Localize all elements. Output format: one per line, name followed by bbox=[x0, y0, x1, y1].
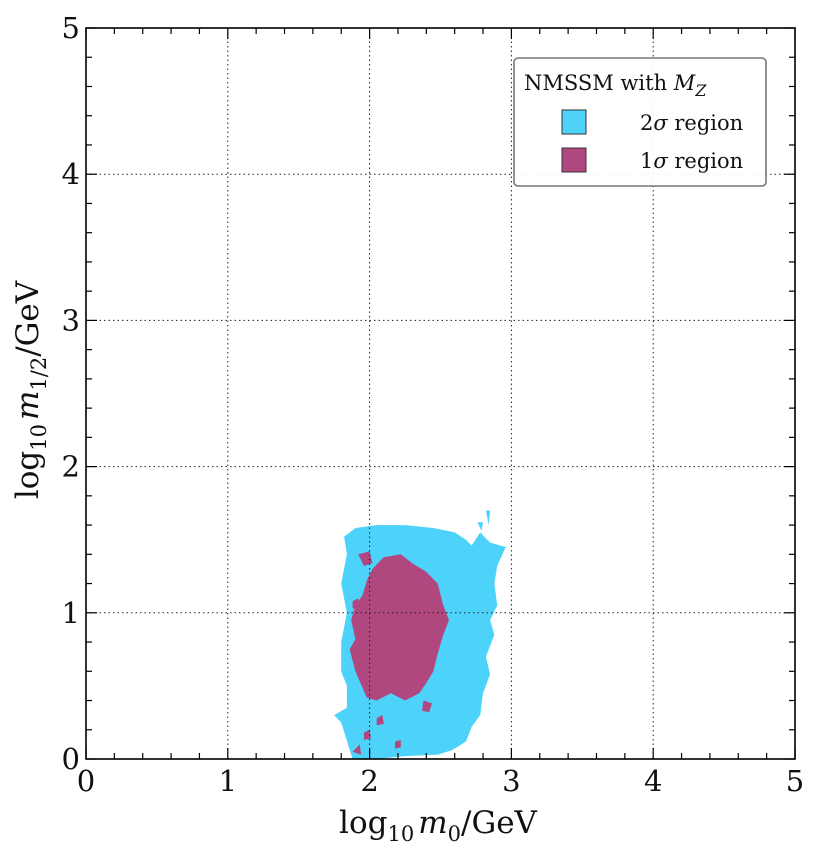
region-2sigma-island-0 bbox=[485, 510, 491, 526]
y-tick-label: 3 bbox=[62, 303, 80, 337]
y-tick-label: 1 bbox=[62, 596, 80, 630]
x-tick-label: 3 bbox=[502, 764, 520, 798]
x-tick-label: 0 bbox=[77, 764, 95, 798]
region-1sigma-island-4 bbox=[352, 744, 362, 755]
region-1sigma-island-5 bbox=[363, 729, 371, 740]
y-axis-label: log10m1/2/GeV bbox=[10, 280, 51, 499]
x-tick-label: 5 bbox=[786, 764, 804, 798]
region-1sigma-island-3 bbox=[376, 715, 384, 726]
axis-ticks bbox=[85, 27, 796, 760]
region-1sigma-island-6 bbox=[395, 740, 401, 749]
legend-swatch-1sigma bbox=[561, 147, 587, 173]
x-tick-label: 4 bbox=[644, 764, 662, 798]
y-tick-label: 4 bbox=[62, 157, 80, 191]
legend-label-1sigma: 1σ region bbox=[640, 149, 743, 173]
region-1sigma bbox=[349, 554, 449, 701]
y-tick-labels: 0 1 2 3 4 5 bbox=[62, 11, 80, 776]
x-tick-labels: 0 1 2 3 4 5 bbox=[77, 764, 804, 798]
legend-title: NMSSM with MZ bbox=[524, 71, 707, 100]
region-1sigma-island-2 bbox=[422, 700, 432, 713]
legend-swatch-2sigma bbox=[561, 109, 587, 135]
region-2sigma-island-1 bbox=[477, 522, 483, 531]
x-tick-label: 1 bbox=[219, 764, 237, 798]
legend-label-2sigma: 2σ region bbox=[640, 111, 743, 135]
x-axis-label: log10 m0/GeV bbox=[339, 805, 538, 846]
x-tick-label: 2 bbox=[360, 764, 378, 798]
region-1sigma-island-0 bbox=[358, 551, 373, 566]
contour-regions bbox=[334, 510, 506, 759]
plot-frame bbox=[85, 27, 796, 760]
y-tick-label: 0 bbox=[62, 742, 80, 776]
region-1sigma-island-1 bbox=[352, 598, 360, 610]
legend: NMSSM with MZ 2σ region 1σ region bbox=[513, 57, 767, 187]
y-tick-label: 5 bbox=[62, 11, 80, 45]
y-tick-label: 2 bbox=[62, 450, 80, 484]
